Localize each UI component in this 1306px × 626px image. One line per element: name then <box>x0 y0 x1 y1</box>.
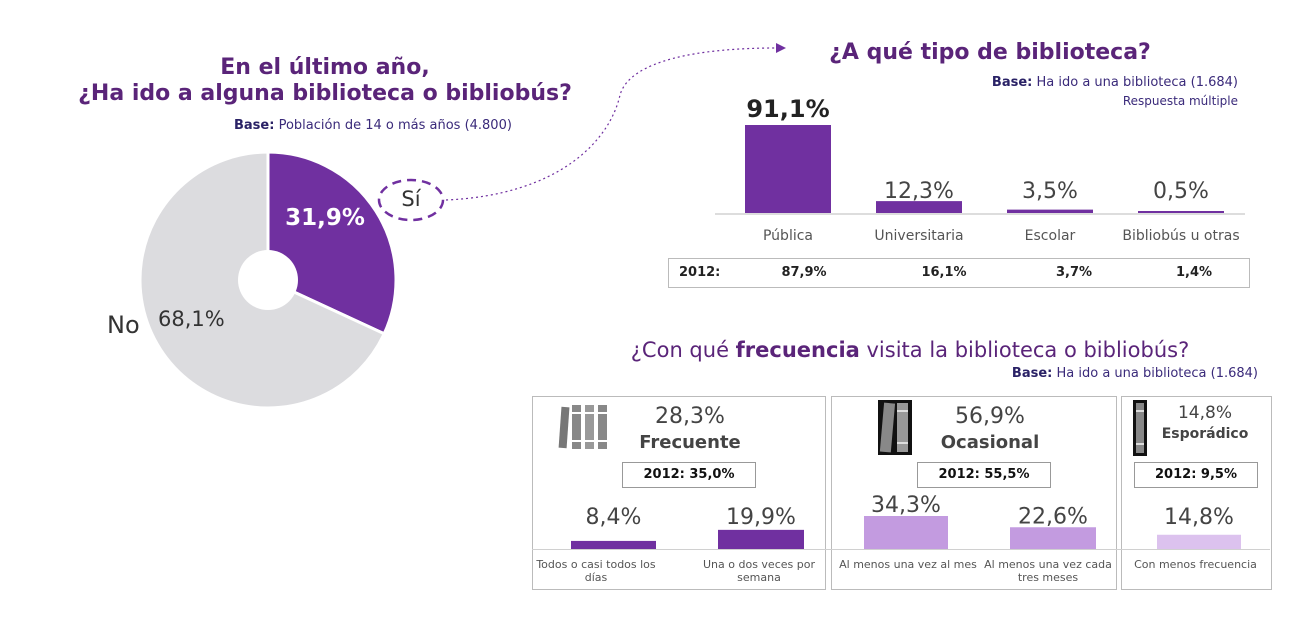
frequency-bar-0 <box>571 540 656 549</box>
connector-arrowhead <box>776 43 786 53</box>
pie-yes-label: Sí <box>401 187 421 211</box>
frequency-category: Con menos frecuencia <box>1134 558 1257 571</box>
connector-dotted-line <box>445 47 777 201</box>
frequency-base-text: Ha ido a una biblioteca (1.684) <box>1056 366 1259 381</box>
pie-base-text: Población de 14 o más años (4.800) <box>278 118 512 133</box>
bar-1 <box>876 201 962 213</box>
bar-chart-title: ¿A qué tipo de biblioteca? <box>829 40 1151 65</box>
two-books-icon <box>878 400 912 455</box>
bar-3 <box>1138 211 1224 213</box>
frequency-category: Al menos una vez al mes <box>839 558 977 571</box>
frequency-bar-label: 14,8% <box>1164 505 1234 530</box>
frequency-bars-svg: 8,4% 19,9% 34,3% 22,6% 14,8% <box>571 493 1241 549</box>
group-esporadico-pct: 14,8% <box>1177 403 1232 423</box>
pie-center-hole <box>238 250 298 310</box>
bar-category-label: Escolar <box>1025 228 1076 244</box>
group-ocasional-pct: 56,9% <box>955 404 1025 429</box>
pie-no-label: No <box>107 311 140 339</box>
bar-category-label: Bibliobús u otras <box>1122 228 1239 244</box>
frequency-bar-label: 8,4% <box>586 505 642 530</box>
frequency-title-bold: frecuencia <box>735 338 860 362</box>
group-esporadico-name: Esporádico <box>1161 426 1249 442</box>
comparison-value: 1,4% <box>1175 265 1213 280</box>
bar-category-label: Universitaria <box>874 228 963 244</box>
frequency-base-label: Base: <box>1011 366 1053 381</box>
bar-category-label: Pública <box>763 228 813 244</box>
pie-chart-title: En el último año, ¿Ha ido a alguna bibli… <box>60 55 590 107</box>
frequency-bar-label: 19,9% <box>726 505 796 530</box>
pie-chart <box>138 150 398 410</box>
single-book-icon <box>1133 400 1147 456</box>
bar-base-text: Ha ido a una biblioteca (1.684) <box>1036 75 1239 90</box>
frequency-title: ¿Con qué frecuencia visita la biblioteca… <box>560 338 1260 362</box>
frequency-bar-3 <box>1010 527 1096 549</box>
group-frecuente-2012-box: 2012: 35,0% <box>622 462 756 488</box>
frequency-bar-2 <box>864 516 948 549</box>
bar-value-label: 3,5% <box>1022 179 1078 204</box>
books-stack-icon <box>558 405 607 449</box>
pie-base-note: Base: Población de 14 o más años (4.800) <box>234 118 574 133</box>
bar-base-note: Base: Ha ido a una biblioteca (1.684) <box>870 75 1238 90</box>
group-frecuente-pct: 28,3% <box>655 404 725 429</box>
group-esporadico-2012-box: 2012: 9,5% <box>1134 462 1258 488</box>
pie-slice-si <box>266 150 398 336</box>
pie-title-line1: En el último año, <box>220 55 430 80</box>
bar-value-label: 12,3% <box>884 179 954 204</box>
comparison-value: 16,1% <box>921 265 967 280</box>
frequency-category: Al menos una vez cada tres meses <box>984 558 1112 584</box>
bar-value-label: 0,5% <box>1153 179 1209 204</box>
pie-no-value: 68,1% <box>158 307 225 331</box>
group-frecuente-name: Frecuente <box>639 432 741 453</box>
pie-yes-value: 31,9% <box>285 205 365 231</box>
bar-chart-svg: 91,1% Pública 12,3% Universitaria 3,5% Escola… <box>715 95 1245 244</box>
frequency-base-note: Base: Ha ido a una biblioteca (1.684) <box>880 366 1258 381</box>
frequency-category: Todos o casi todos los días <box>536 558 656 584</box>
comparison-value: 87,9% <box>781 265 827 280</box>
frequency-category: Una o dos veces por semana <box>703 558 815 584</box>
comparison-value: 3,7% <box>1055 265 1093 280</box>
comparison-2012-label: 2012: <box>679 265 721 280</box>
bar-multiple-note: Respuesta múltiple <box>1122 94 1238 108</box>
frequency-baseline <box>532 549 1270 550</box>
group-ocasional-2012-box: 2012: 55,5% <box>917 462 1051 488</box>
bar-2 <box>1007 209 1093 213</box>
frequency-bars: 8,4% 19,9% 34,3% 22,6% 14,8% <box>571 493 1241 549</box>
yes-highlight-ellipse <box>377 178 445 222</box>
comparison-2012-table: 2012: 87,9% 16,1% 3,7% 1,4% <box>668 258 1250 288</box>
frequency-title-post: visita la biblioteca o bibliobús? <box>859 338 1190 362</box>
bar-chart-bars: 91,1% Pública 12,3% Universitaria 3,5% Escola… <box>715 95 1245 244</box>
pie-base-label: Base: <box>234 118 275 133</box>
pie-title-line2: ¿Ha ido a alguna biblioteca o bibliobús? <box>78 81 572 106</box>
frequency-bar-4 <box>1157 534 1241 549</box>
frequency-bar-label: 22,6% <box>1018 504 1088 529</box>
bar-0 <box>745 125 831 213</box>
bar-base-label: Base: <box>991 75 1033 90</box>
group-ocasional-name: Ocasional <box>940 432 1040 453</box>
frequency-title-pre: ¿Con qué <box>630 338 736 362</box>
frequency-bar-label: 34,3% <box>871 493 941 518</box>
bar-value-label: 91,1% <box>746 95 829 123</box>
frequency-bar-1 <box>718 529 804 549</box>
